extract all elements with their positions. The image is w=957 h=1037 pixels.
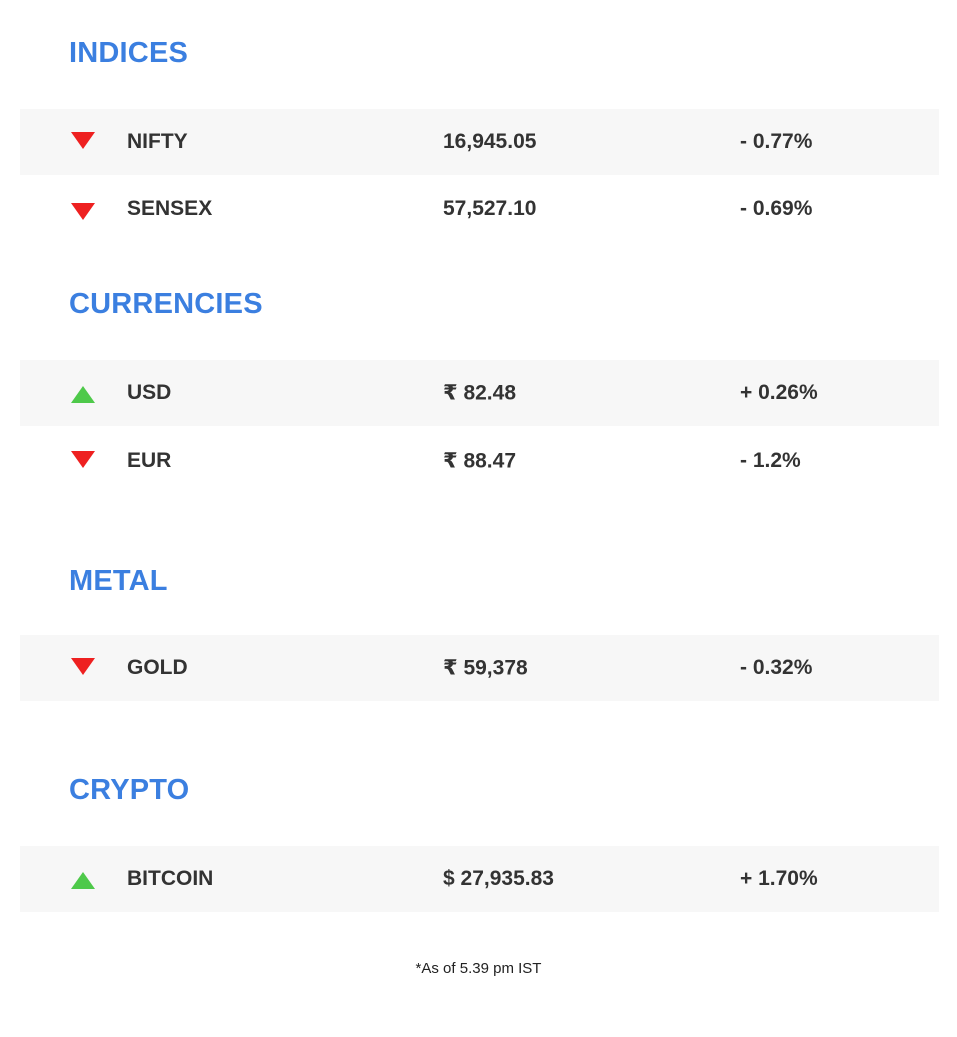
section-title-crypto: CRYPTO [69,774,190,806]
row-change: - 0.69% [740,197,813,220]
table-row-bitcoin[interactable]: BITCOIN $ 27,935.83 + 1.70% [20,846,939,912]
section-title-metal: METAL [69,565,168,597]
row-change: - 0.32% [740,656,813,679]
section-title-currencies: CURRENCIES [69,288,263,320]
down-arrow-icon [71,203,95,220]
table-row-eur[interactable]: EUR ₹ 88.47 - 1.2% [20,428,939,494]
row-value: ₹ 88.47 [443,449,516,473]
row-value: ₹ 82.48 [443,381,516,405]
table-row-sensex[interactable]: SENSEX 57,527.10 - 0.69% [20,176,939,242]
down-arrow-icon [71,658,95,675]
row-name: SENSEX [127,197,213,220]
row-name: NIFTY [127,130,188,153]
row-value: 16,945.05 [443,130,537,153]
row-value: 57,527.10 [443,197,537,220]
row-name: EUR [127,449,172,472]
down-arrow-icon [71,132,95,149]
table-row-nifty[interactable]: NIFTY 16,945.05 - 0.77% [20,109,939,175]
row-name: BITCOIN [127,867,214,890]
row-change: + 0.26% [740,381,818,404]
timestamp-footnote: *As of 5.39 pm IST [415,960,542,977]
row-change: - 0.77% [740,130,813,153]
table-row-gold[interactable]: GOLD ₹ 59,378 - 0.32% [20,635,939,701]
row-value: $ 27,935.83 [443,867,554,890]
row-change: - 1.2% [740,449,801,472]
up-arrow-icon [71,386,95,403]
up-arrow-icon [71,872,95,889]
down-arrow-icon [71,451,95,468]
section-title-indices: INDICES [69,37,189,69]
row-change: + 1.70% [740,867,818,890]
row-name: USD [127,381,172,404]
table-row-usd[interactable]: USD ₹ 82.48 + 0.26% [20,360,939,426]
row-name: GOLD [127,656,188,679]
row-value: ₹ 59,378 [443,656,528,680]
